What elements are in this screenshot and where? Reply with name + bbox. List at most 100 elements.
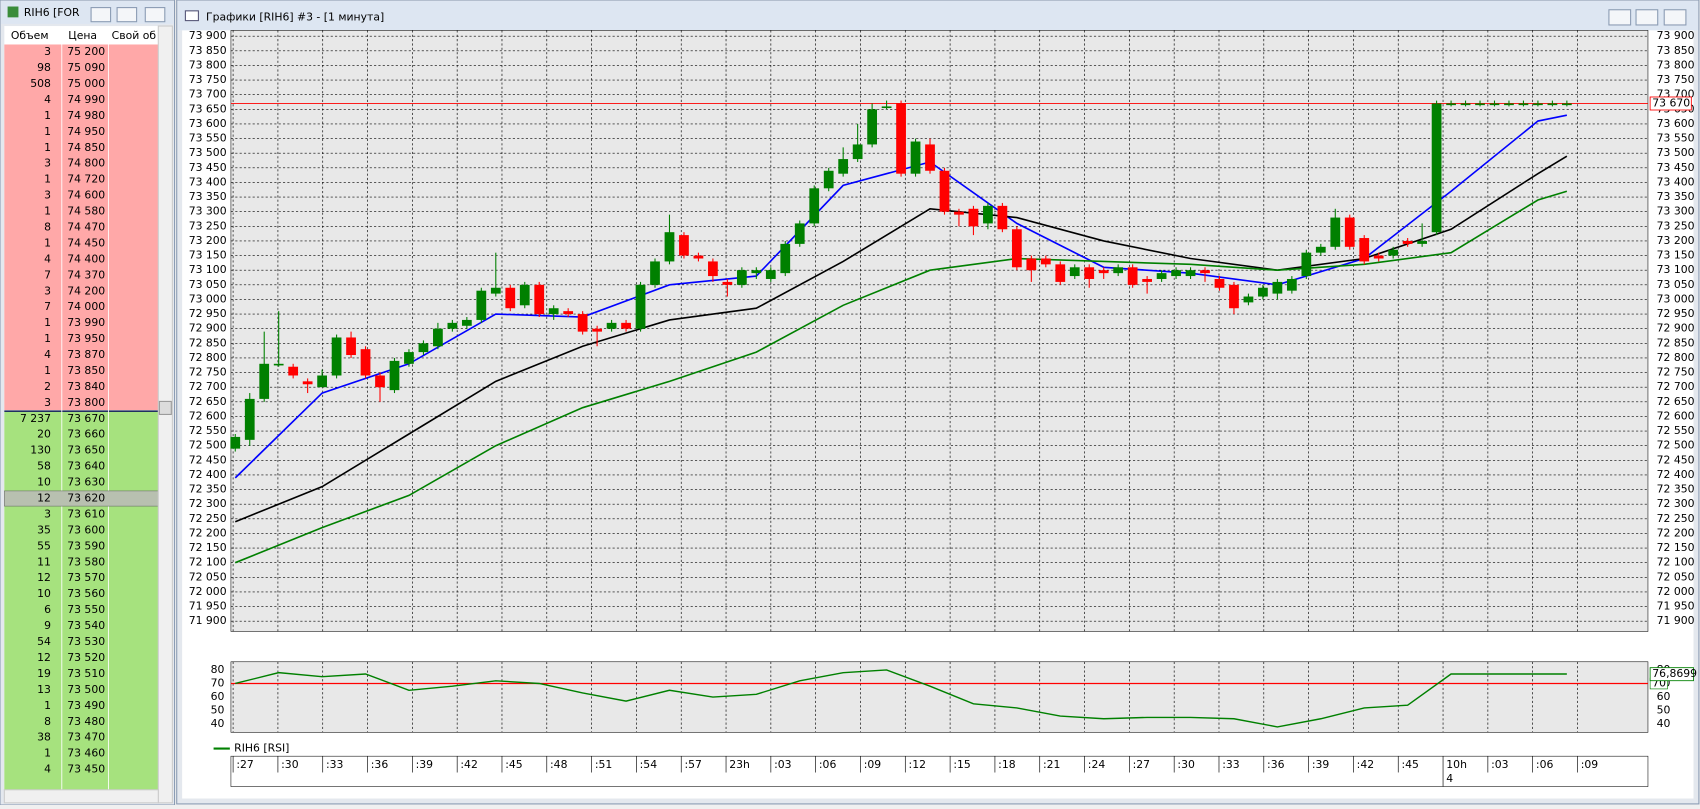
chart-icon <box>184 10 199 22</box>
price: 75 090 <box>67 61 105 74</box>
price: 73 460 <box>67 747 105 760</box>
candle-body <box>1171 270 1181 277</box>
candle-body <box>1229 284 1239 309</box>
legend-label: RIH6 [RSI] <box>234 742 289 755</box>
x-tick-label: :27 <box>236 758 253 771</box>
price: 74 850 <box>67 141 105 154</box>
volume: 1 <box>44 236 51 249</box>
price: 73 630 <box>67 476 105 489</box>
volume: 12 <box>37 651 51 664</box>
y-tick-label: 73 900 <box>1657 29 1695 42</box>
y-tick-label: 73 800 <box>189 58 227 71</box>
y-tick-label: 73 450 <box>189 161 227 174</box>
y-tick-label: 73 150 <box>189 249 227 262</box>
x-tick-label: :06 <box>819 758 837 771</box>
scroll-thumb[interactable] <box>158 400 172 415</box>
y-tick-label: 73 300 <box>189 205 227 218</box>
candle-body <box>650 261 660 285</box>
y-tick-label: 72 250 <box>189 512 227 525</box>
price: 73 990 <box>67 316 105 329</box>
y-tick-label: 73 000 <box>1657 292 1695 305</box>
x-tick-label: 10h <box>1446 758 1467 771</box>
x-tick-label: :06 <box>1536 758 1554 771</box>
candle-body <box>1156 273 1167 279</box>
candle-body <box>1330 217 1341 247</box>
minimize-button[interactable] <box>90 7 112 23</box>
x-tick-label: :15 <box>953 758 970 771</box>
y-tick-label: 73 500 <box>189 146 227 159</box>
last-price-box <box>1649 96 1692 111</box>
volume: 58 <box>37 460 51 473</box>
candle-body <box>954 211 964 215</box>
price: 73 660 <box>67 428 105 441</box>
x-tick-label: :03 <box>1491 758 1509 771</box>
candle-body <box>722 281 733 285</box>
candle-body <box>1446 103 1456 106</box>
price: 74 800 <box>67 157 105 170</box>
candle-body <box>461 319 472 326</box>
x-tick-label: :30 <box>1177 758 1195 771</box>
current-box <box>1649 667 1694 682</box>
y-tick-label: 73 500 <box>1657 146 1695 159</box>
y-tick-label: 73 400 <box>1657 175 1695 188</box>
candle-body <box>375 375 385 388</box>
y-tick-label: 72 850 <box>189 336 227 349</box>
indicator-line <box>235 669 1567 728</box>
minimize-button[interactable] <box>1608 9 1632 26</box>
close-button[interactable] <box>1663 9 1687 26</box>
price: 73 840 <box>67 380 105 393</box>
x-tick-label: :33 <box>326 758 344 771</box>
candle-body <box>1200 270 1210 274</box>
maximize-button[interactable] <box>1635 9 1659 26</box>
y-tick-label: 72 250 <box>1657 512 1695 525</box>
rsi-tick-label: 80 <box>211 663 225 676</box>
volume: 7 <box>44 268 51 281</box>
y-tick-label: 72 950 <box>189 307 227 320</box>
y-tick-label: 73 800 <box>1657 58 1695 71</box>
x-tick-label: :54 <box>640 758 658 771</box>
candle-body <box>925 144 935 171</box>
candle-body <box>1518 103 1529 106</box>
y-tick-label: 72 150 <box>189 541 227 554</box>
y-tick-label: 73 200 <box>1657 234 1695 247</box>
y-tick-label: 72 300 <box>189 497 227 510</box>
volume: 55 <box>37 539 51 552</box>
volume: 11 <box>37 555 51 568</box>
y-tick-label: 72 050 <box>189 570 227 583</box>
candle-body <box>1243 296 1254 303</box>
h-scrollbar[interactable] <box>3 789 159 804</box>
volume: 1 <box>44 141 51 154</box>
y-tick-label: 73 850 <box>1657 44 1695 57</box>
y-tick-label: 73 900 <box>189 29 227 42</box>
candle-body <box>1098 270 1109 274</box>
candle-body <box>867 109 877 145</box>
candle-body <box>1547 103 1558 106</box>
maximize-button[interactable] <box>116 7 138 23</box>
candle-body <box>838 159 849 174</box>
candle-body <box>476 290 487 320</box>
y-tick-label: 71 900 <box>189 614 227 627</box>
rsi-tick-label: 40 <box>211 717 225 730</box>
candle-body <box>1373 255 1384 259</box>
price: 75 200 <box>67 45 105 58</box>
close-button[interactable] <box>144 7 166 23</box>
volume: 1 <box>44 109 51 122</box>
price: 73 670 <box>67 412 105 425</box>
candle-body <box>1344 217 1355 247</box>
price: 74 470 <box>67 221 105 234</box>
candle-body <box>794 223 805 244</box>
y-tick-label: 72 000 <box>1657 585 1695 598</box>
candle-body <box>244 398 255 440</box>
candle-body <box>433 328 443 347</box>
volume: 1 <box>44 316 51 329</box>
candle-body <box>273 363 284 366</box>
y-tick-label: 72 800 <box>1657 351 1695 364</box>
price: 74 370 <box>67 268 105 281</box>
y-tick-label: 73 050 <box>1657 278 1695 291</box>
volume: 8 <box>44 221 51 234</box>
time-axis <box>230 755 1649 787</box>
y-tick-label: 72 450 <box>1657 453 1695 466</box>
y-tick-label: 72 650 <box>189 395 227 408</box>
